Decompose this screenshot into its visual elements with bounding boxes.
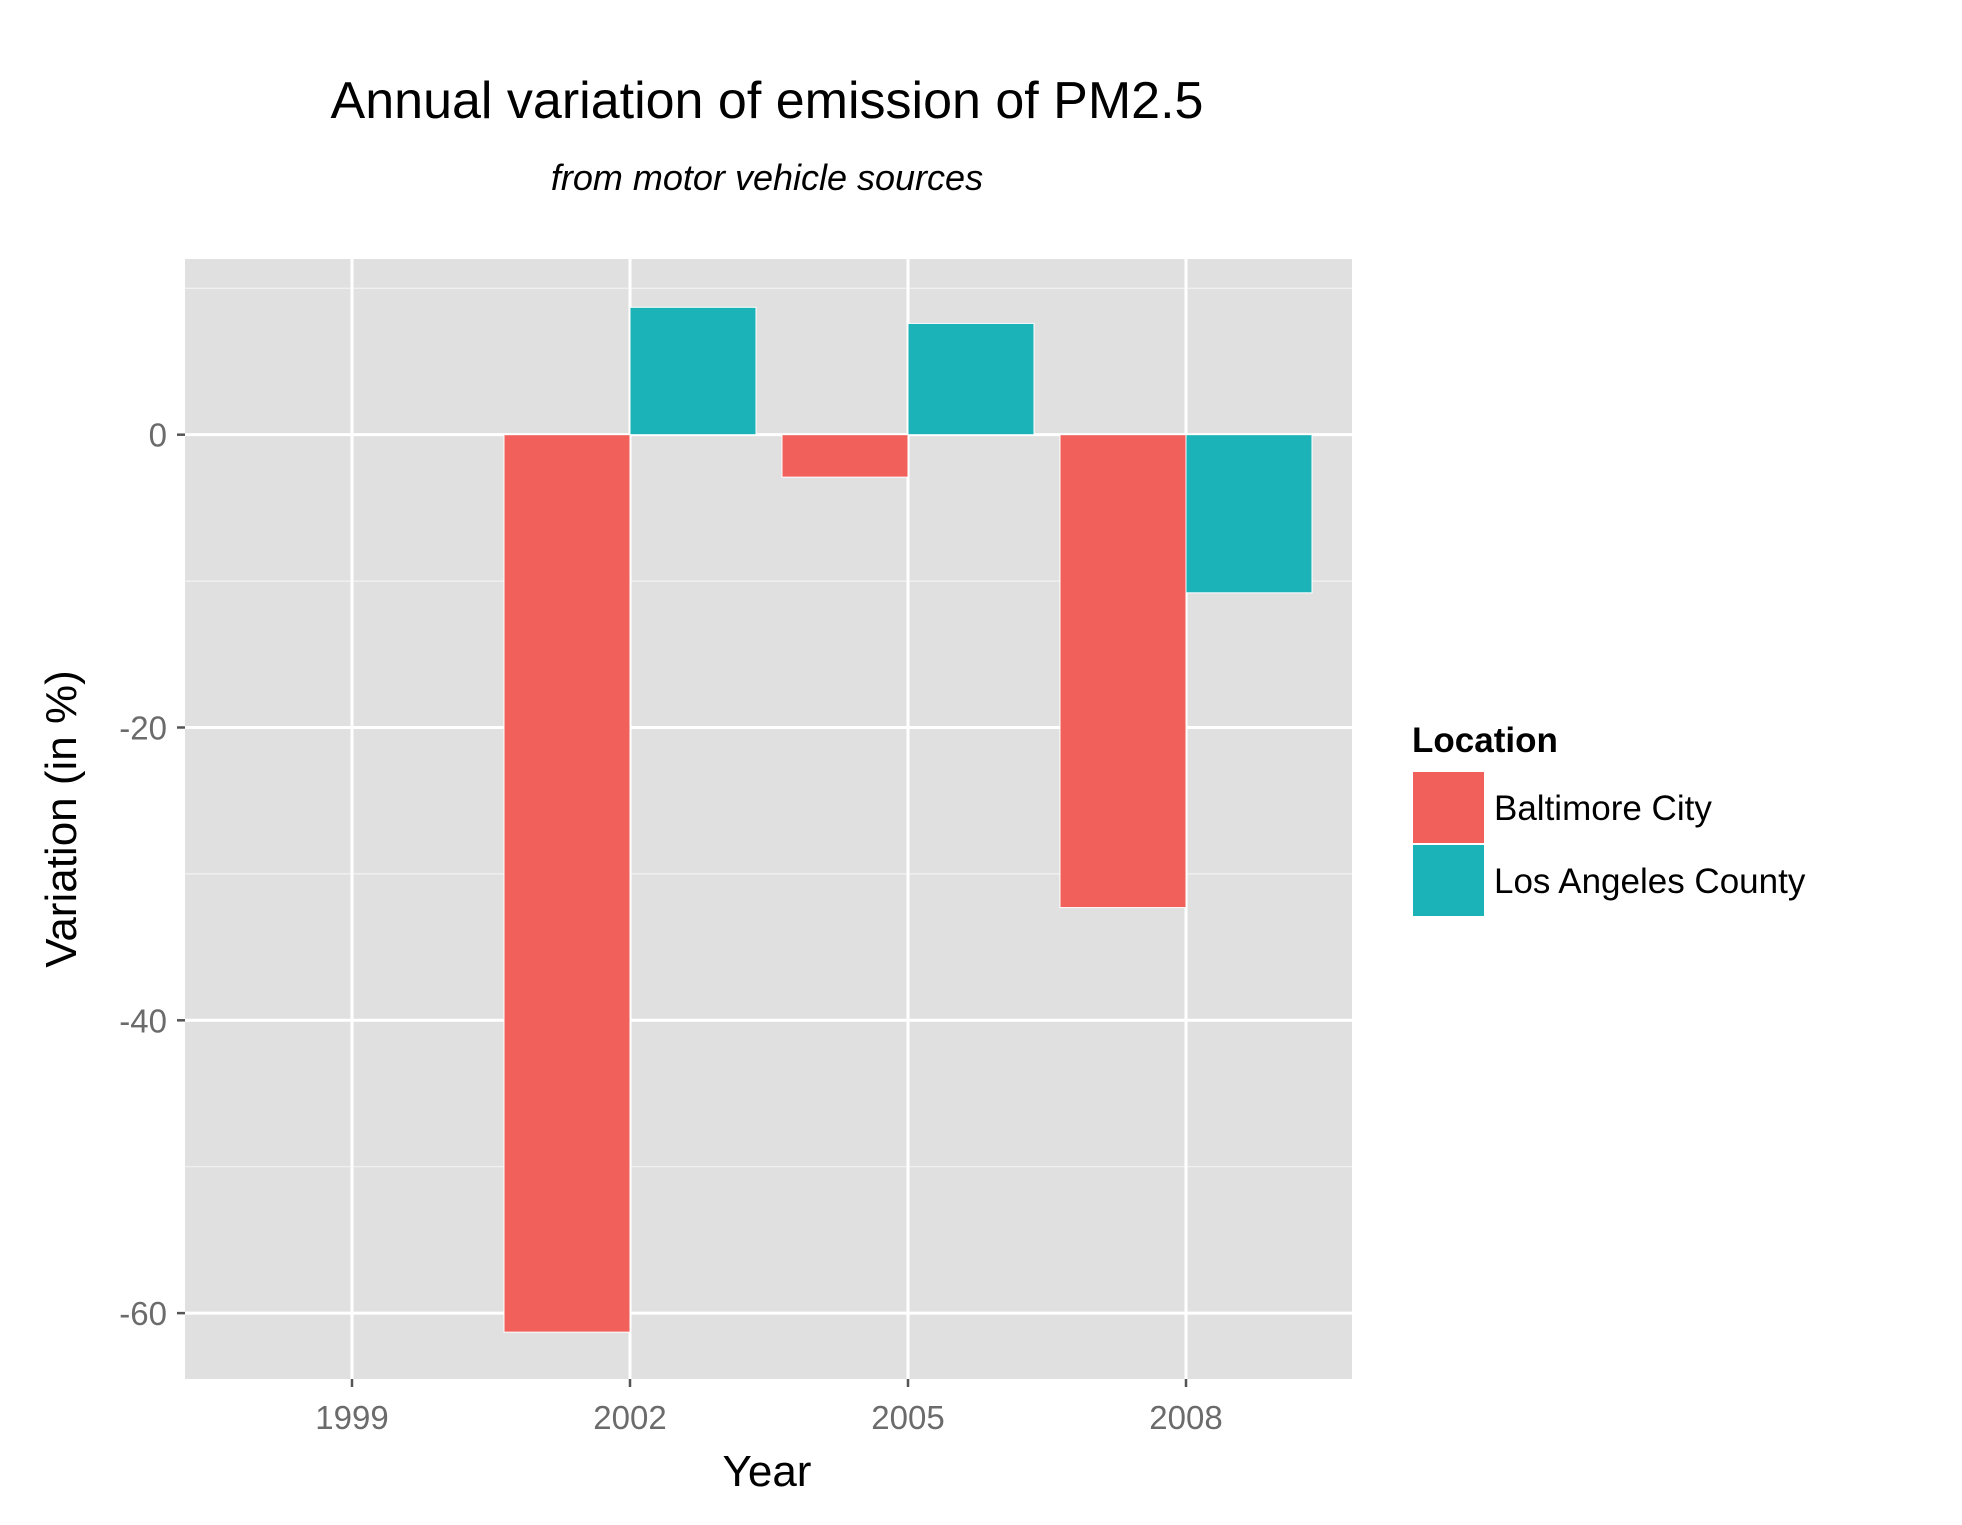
bar [503,434,631,1333]
axis-layer: 0 -20 -40 -60 1999 2002 2005 2008 [119,417,1222,1436]
y-tick-label: -20 [119,709,167,746]
x-tick-label: 1999 [315,1399,388,1436]
bar [1059,434,1187,909]
legend-title: Location [1412,721,1558,760]
y-tick-label: 0 [149,417,167,454]
bar [907,322,1035,436]
x-tick-label: 2008 [1149,1399,1222,1436]
y-axis-title: Variation (in %) [37,670,86,968]
legend: Location Baltimore City Los Angeles Count… [1411,721,1806,918]
legend-label: Baltimore City [1494,789,1712,828]
y-tick-label: -60 [119,1295,167,1332]
bar-layer [503,306,1313,1333]
x-tick-label: 2002 [593,1399,666,1436]
bar [781,434,909,478]
bar [1185,434,1313,594]
chart-subtitle: from motor vehicle sources [551,157,983,198]
legend-label: Los Angeles County [1494,862,1806,901]
legend-key [1411,843,1486,918]
y-tick-label: -40 [119,1002,167,1039]
chart-title: Annual variation of emission of PM2.5 [331,72,1204,130]
x-tick-label: 2005 [871,1399,944,1436]
legend-items: Baltimore City Los Angeles County [1411,770,1806,918]
x-axis-title: Year [723,1447,812,1496]
bar [629,306,757,436]
legend-key [1411,770,1486,845]
